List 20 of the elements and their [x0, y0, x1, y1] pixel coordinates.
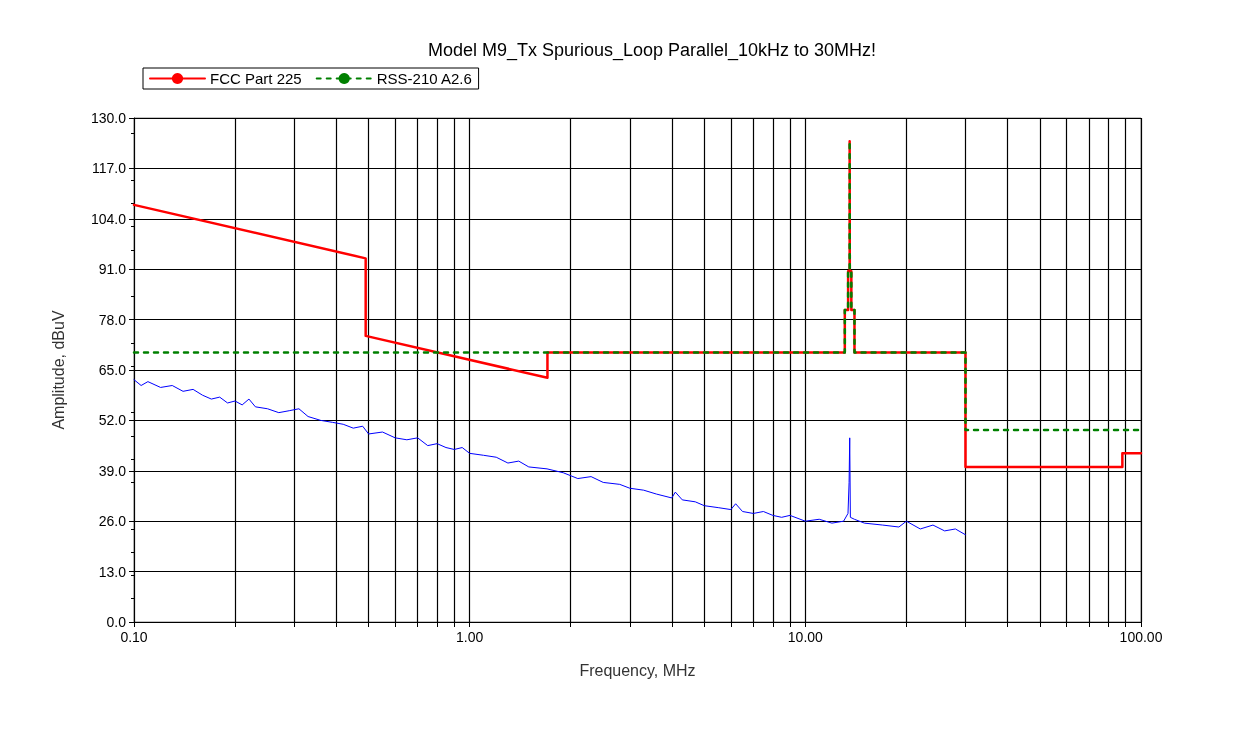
y-tick-label: 26.0	[98, 513, 127, 530]
y-tick-label: 91.0	[98, 261, 127, 278]
x-tick-label: 1.00	[456, 629, 484, 645]
y-tick-label: 78.0	[98, 311, 127, 328]
y-tick-label: 117.0	[92, 160, 127, 177]
y-tick-label: 104.0	[90, 210, 127, 227]
chart-title: Model M9_Tx Spurious_Loop Parallel_10kHz to 30MHz!	[427, 40, 877, 61]
x-tick-label: 100.00	[1119, 629, 1163, 645]
x-tick-label: 0.10	[120, 629, 148, 645]
x-tick-label: 10.00	[787, 629, 824, 645]
legend-label: FCC Part 225	[210, 70, 302, 87]
y-tick-label: 39.0	[98, 462, 127, 479]
y-tick-label: 130.0	[90, 110, 127, 126]
y-tick-label: 52.0	[98, 412, 127, 429]
legend-label: RSS-210 A2.6	[376, 70, 472, 87]
x-axis-title: Frequency, MHz	[579, 661, 696, 679]
y-tick-label: 65.0	[98, 362, 127, 378]
y-tick-label: 13.0	[98, 563, 127, 580]
y-axis-title: Amplitude, dBuV	[49, 310, 67, 430]
y-tick-label: 0.0	[106, 614, 127, 630]
